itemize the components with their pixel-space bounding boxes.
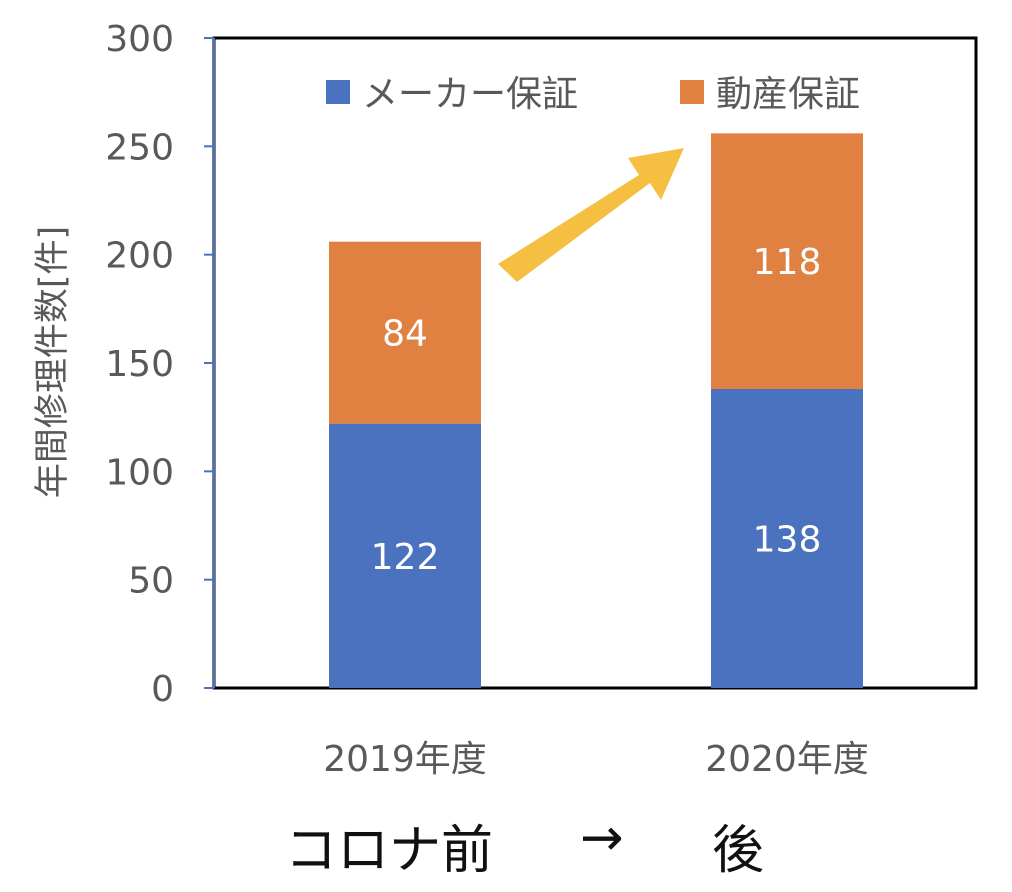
y-axis-ticks: 0 50 100 150 200 250 300 bbox=[105, 19, 214, 710]
legend-swatch bbox=[680, 80, 704, 104]
bar-segment bbox=[329, 241, 481, 424]
x-tick-label: 2020年度 bbox=[705, 739, 869, 780]
data-label: 122 bbox=[371, 537, 440, 578]
y-tick-label: 300 bbox=[105, 19, 174, 60]
bottom-caption: コロナ前 → 後 bbox=[0, 808, 1012, 881]
legend: メーカー保証 動産保証 bbox=[326, 74, 860, 115]
bars: 122 84 138 118 bbox=[329, 133, 863, 688]
legend-label: 動産保証 bbox=[716, 74, 860, 115]
data-label: 138 bbox=[753, 520, 822, 561]
y-tick-label: 50 bbox=[128, 561, 174, 602]
legend-swatch bbox=[326, 80, 350, 104]
caption-arrow: → bbox=[580, 808, 624, 868]
chart: 0 50 100 150 200 250 300 122 84 138 118 2019年度 202… bbox=[33, 19, 978, 780]
caption-after: 後 bbox=[712, 821, 765, 881]
y-tick-label: 200 bbox=[105, 236, 174, 277]
y-axis-label: 年間修理件数[件] bbox=[33, 226, 73, 498]
x-tick-label: 2019年度 bbox=[323, 739, 487, 780]
data-label: 118 bbox=[753, 242, 822, 283]
data-label: 84 bbox=[382, 314, 428, 355]
trend-arrow bbox=[498, 148, 684, 282]
y-tick-label: 150 bbox=[105, 344, 174, 385]
caption-before: コロナ前 bbox=[285, 821, 494, 881]
y-tick-label: 100 bbox=[105, 452, 174, 493]
bar-segment bbox=[711, 389, 863, 688]
bar-segment bbox=[329, 423, 481, 688]
y-tick-label: 0 bbox=[151, 669, 174, 710]
x-axis-labels: 2019年度 2020年度 bbox=[323, 739, 869, 780]
bar-segment bbox=[711, 133, 863, 389]
y-tick-label: 250 bbox=[105, 127, 174, 168]
legend-label: メーカー保証 bbox=[362, 74, 578, 115]
